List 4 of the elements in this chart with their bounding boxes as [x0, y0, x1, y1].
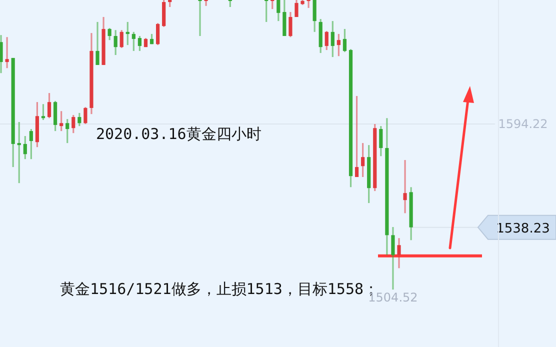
- y-tick-label: 1538.23: [496, 221, 550, 236]
- y-tick-label: 1594.22: [498, 116, 548, 131]
- text: 2020.03.16黄金四小时: [96, 125, 262, 143]
- candlestick: [204, 0, 208, 7]
